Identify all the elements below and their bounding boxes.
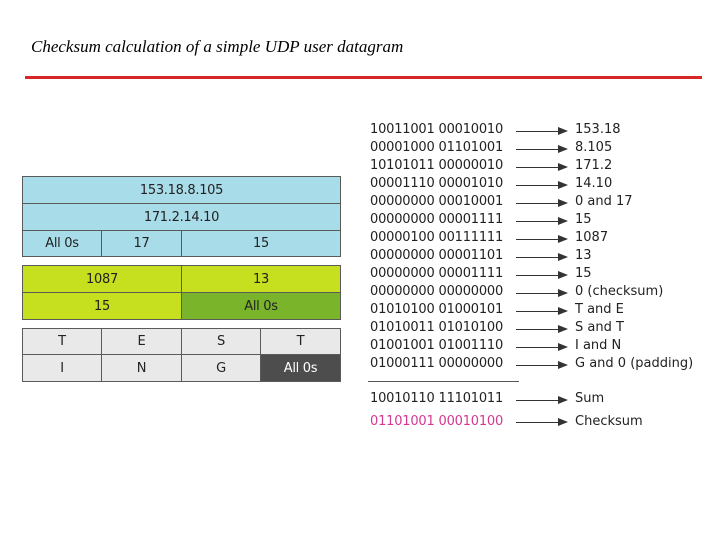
data-char: E bbox=[101, 328, 182, 355]
data-char: N bbox=[101, 354, 182, 382]
row-arrow bbox=[516, 163, 568, 171]
checksum-label: Checksum bbox=[575, 414, 643, 429]
row-arrow bbox=[516, 307, 568, 315]
data-char: T bbox=[260, 328, 341, 355]
row-value: I and N bbox=[575, 338, 622, 353]
binary-word: 01000111 00000000 bbox=[370, 356, 504, 371]
binary-word: 00000000 00001101 bbox=[370, 248, 504, 263]
row-arrow bbox=[516, 325, 568, 333]
row-value: G and 0 (padding) bbox=[575, 356, 694, 371]
row-value: 171.2 bbox=[575, 158, 613, 173]
binary-word: 01001001 01001110 bbox=[370, 338, 504, 353]
row-value: 15 bbox=[575, 212, 592, 227]
data-char: S bbox=[181, 328, 261, 355]
row-arrow bbox=[516, 253, 568, 261]
row-arrow bbox=[516, 181, 568, 189]
binary-word: 00001110 00001010 bbox=[370, 176, 504, 191]
pseudo-header-length: 15 bbox=[181, 230, 341, 257]
row-arrow bbox=[516, 145, 568, 153]
pseudo-header-protocol: 17 bbox=[101, 230, 182, 257]
pseudo-header-zeros: All 0s bbox=[22, 230, 102, 257]
page-title: Checksum calculation of a simple UDP use… bbox=[31, 37, 404, 56]
pseudo-header-source-ip: 153.18.8.105 bbox=[22, 176, 341, 204]
udp-length: 15 bbox=[22, 292, 182, 320]
row-value: 15 bbox=[575, 266, 592, 281]
row-arrow bbox=[516, 127, 568, 135]
row-value: S and T bbox=[575, 320, 624, 335]
binary-word: 00000000 00001111 bbox=[370, 266, 504, 281]
row-arrow bbox=[516, 199, 568, 207]
checksum-arrow bbox=[516, 418, 568, 426]
sum-divider bbox=[368, 381, 519, 382]
row-value: 13 bbox=[575, 248, 592, 263]
sum-label: Sum bbox=[575, 391, 605, 406]
row-arrow bbox=[516, 235, 568, 243]
binary-word: 00001000 01101001 bbox=[370, 140, 504, 155]
row-arrow bbox=[516, 343, 568, 351]
binary-word: 00000000 00010001 bbox=[370, 194, 504, 209]
row-value: T and E bbox=[575, 302, 624, 317]
row-arrow bbox=[516, 217, 568, 225]
sum-bits: 10010110 11101011 bbox=[370, 391, 504, 406]
data-char: I bbox=[22, 354, 102, 382]
sum-arrow bbox=[516, 396, 568, 404]
binary-word: 00000100 00111111 bbox=[370, 230, 504, 245]
row-value: 0 and 17 bbox=[575, 194, 633, 209]
data-char: T bbox=[22, 328, 102, 355]
binary-word: 00000000 00000000 bbox=[370, 284, 504, 299]
padding-cell: All 0s bbox=[260, 354, 341, 382]
checksum-bits: 01101001 00010100 bbox=[370, 414, 504, 429]
row-arrow bbox=[516, 361, 568, 369]
row-arrow bbox=[516, 289, 568, 297]
row-value: 8.105 bbox=[575, 140, 613, 155]
binary-word: 00000000 00001111 bbox=[370, 212, 504, 227]
binary-word: 10011001 00010010 bbox=[370, 122, 504, 137]
row-value: 14.10 bbox=[575, 176, 613, 191]
binary-word: 10101011 00000010 bbox=[370, 158, 504, 173]
row-value: 153.18 bbox=[575, 122, 621, 137]
row-arrow bbox=[516, 271, 568, 279]
row-value: 1087 bbox=[575, 230, 609, 245]
title-underline bbox=[25, 76, 702, 79]
binary-word: 01010011 01010100 bbox=[370, 320, 504, 335]
binary-word: 01010100 01000101 bbox=[370, 302, 504, 317]
udp-source-port: 1087 bbox=[22, 265, 182, 293]
udp-dest-port: 13 bbox=[181, 265, 341, 293]
data-char: G bbox=[181, 354, 261, 382]
row-value: 0 (checksum) bbox=[575, 284, 664, 299]
pseudo-header-dest-ip: 171.2.14.10 bbox=[22, 203, 341, 231]
udp-checksum: All 0s bbox=[181, 292, 341, 320]
